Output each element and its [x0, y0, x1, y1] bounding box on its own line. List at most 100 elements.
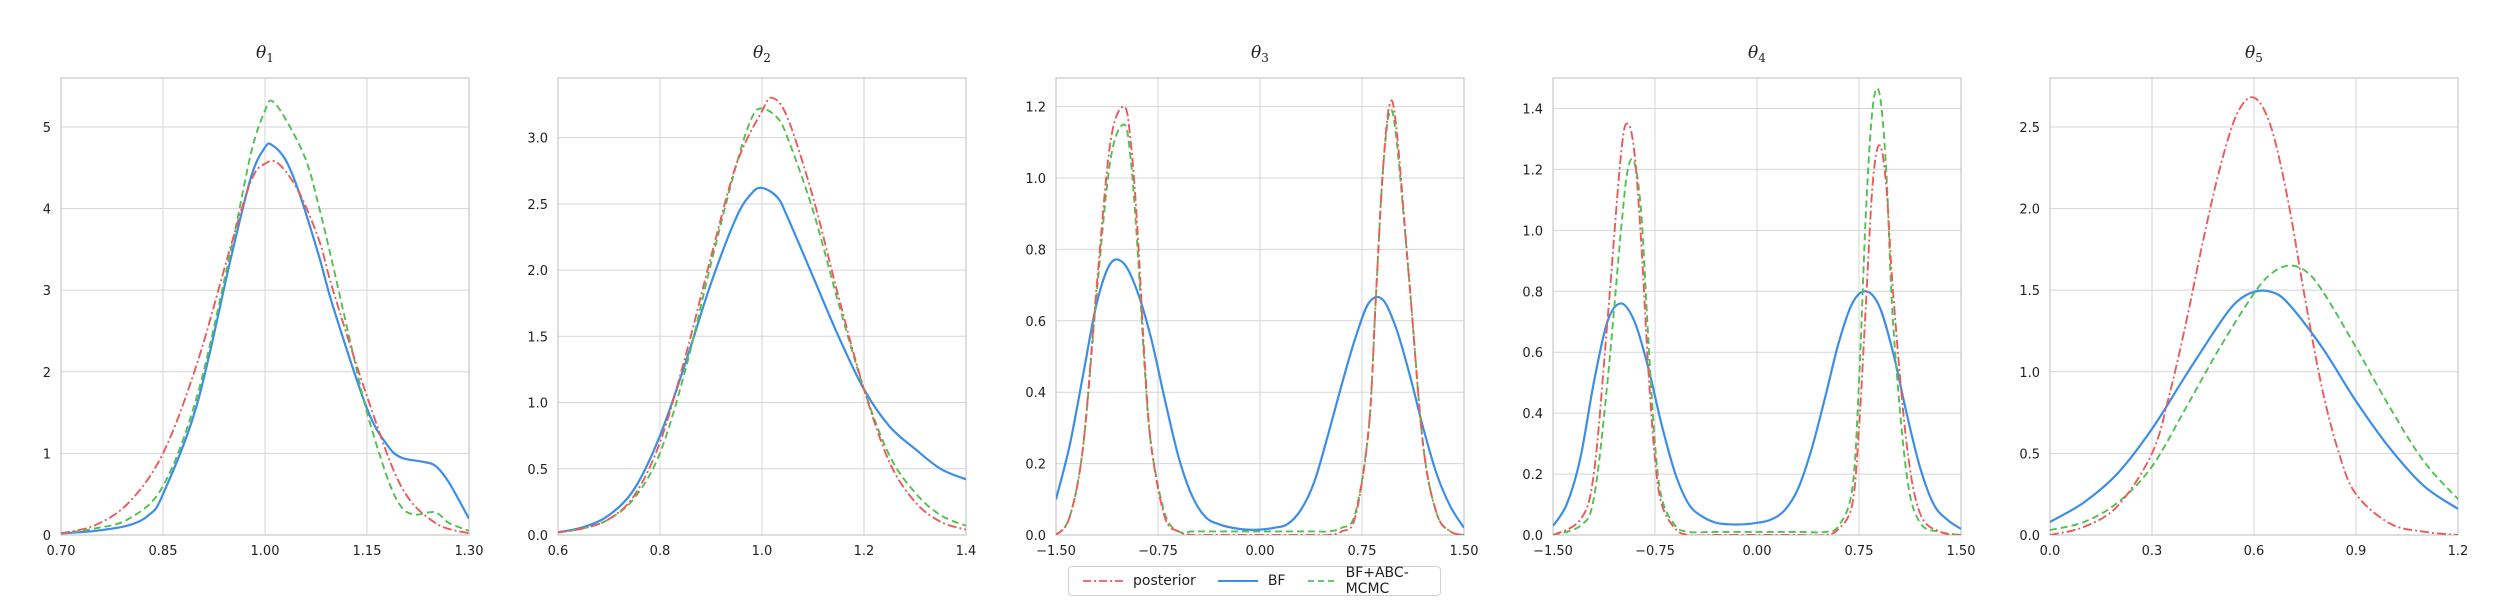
legend-label-bf-abc-mcmc: BF+ABC-MCMC [1345, 565, 1409, 597]
legend-item-bf: BF [1217, 573, 1286, 589]
x-tick-label: 1.15 [353, 544, 382, 559]
y-tick-label: 2 [43, 366, 51, 381]
x-tick-label: 1.30 [455, 544, 484, 559]
y-tick-label: 0.6 [1522, 346, 1543, 361]
panel-theta-3: θ3 −1.50 −0.75 0.00 0.75 1.50 0.0 0.2 0.4 0.6 0.8 1… [1025, 43, 1478, 559]
y-tick-label: 0.5 [527, 463, 548, 478]
series-line-bf [558, 186, 966, 534]
x-tick-label: 1.00 [251, 544, 280, 559]
series-line-bf-abc [2050, 264, 2458, 532]
panel-theta-4: θ4 −1.50 −0.75 0.00 0.75 1.50 0.0 0.2 0.4 0.6 0.8 1… [1522, 43, 1975, 559]
y-tick-label: 0 [43, 529, 51, 544]
y-tick-label: 0.4 [1025, 386, 1046, 401]
legend-label-bf: BF [1267, 573, 1286, 589]
x-tick-label: 0.6 [2244, 544, 2265, 559]
x-tick-label: 0.70 [47, 544, 76, 559]
y-tick-label: 1.2 [1522, 163, 1543, 178]
y-tick-label: 0.2 [1522, 468, 1543, 483]
panel-title: θ2 [753, 43, 771, 65]
x-tick-label: 0.9 [2346, 544, 2367, 559]
y-tick-label: 0.4 [1522, 407, 1543, 422]
y-tick-label: 0.0 [2019, 529, 2040, 544]
series-line-posterior [1553, 122, 1961, 535]
y-tick-label: 1.0 [2019, 366, 2040, 381]
y-tick-label: 2.0 [527, 264, 548, 279]
y-tick-label: 0.0 [1025, 529, 1046, 544]
y-tick-label: 1.5 [527, 330, 548, 345]
plot-frame [60, 77, 470, 536]
y-tick-label: 1.5 [2019, 284, 2040, 299]
y-tick-label: 1.2 [1025, 101, 1046, 116]
series-line-bf-abc [558, 107, 966, 534]
y-tick-label: 0.0 [527, 529, 548, 544]
series-line-bf [1553, 290, 1961, 530]
x-tick-label: 0.0 [2040, 544, 2061, 559]
series-line-posterior [61, 159, 469, 535]
legend-label-posterior: posterior [1133, 573, 1196, 589]
panel-title-subscript: 5 [2255, 51, 2263, 65]
x-tick-label: 0.85 [149, 544, 178, 559]
y-tick-label: 3 [43, 284, 51, 299]
x-tick-label: 1.2 [854, 544, 875, 559]
y-tick-label: 0.8 [1522, 285, 1543, 300]
legend-swatch-posterior [1083, 580, 1123, 582]
legend: posterior BF BF+ABC-MCMC [1068, 565, 1441, 597]
y-tick-label: 1.0 [1522, 224, 1543, 239]
x-tick-label: 1.50 [1450, 544, 1479, 559]
legend-swatch-bf-abc-mcmc [1307, 580, 1336, 582]
series-line-bf [61, 142, 469, 535]
legend-item-posterior: posterior [1083, 573, 1196, 589]
series-line-bf-abc [1553, 87, 1961, 535]
panel-title: θ1 [256, 43, 274, 65]
series-line-posterior [2050, 96, 2458, 535]
panel-title-subscript: 1 [266, 51, 274, 65]
series-line-bf-abc [1056, 108, 1464, 535]
panel-title: θ3 [1251, 43, 1269, 65]
plot-frame [2049, 77, 2459, 536]
x-tick-label: 1.4 [956, 544, 977, 559]
panel-title-subscript: 4 [1758, 51, 1766, 65]
panel-title: θ4 [1748, 43, 1766, 65]
y-tick-label: 2.5 [2019, 121, 2040, 136]
x-tick-label: 0.8 [650, 544, 671, 559]
panel-title: θ5 [2245, 43, 2263, 65]
legend-item-bf-abc-mcmc: BF+ABC-MCMC [1307, 565, 1421, 597]
x-tick-label: 1.0 [752, 544, 773, 559]
panel-theta-1: θ1 0.70 0.85 1.00 1.15 1.30 0 1 2 3 4 5 [43, 43, 484, 559]
y-tick-label: 1.0 [1025, 172, 1046, 187]
x-tick-label: −1.50 [1036, 544, 1076, 559]
series-line-bf [2050, 289, 2458, 523]
y-tick-label: 0.5 [2019, 447, 2040, 462]
y-tick-label: 0.6 [1025, 315, 1046, 330]
x-tick-label: −1.50 [1533, 544, 1573, 559]
x-tick-label: −0.75 [1138, 544, 1178, 559]
panel-theta-5: θ5 0.0 0.3 0.6 0.9 1.2 0.0 0.5 1.0 1.5 2.0 2.5 [2019, 43, 2468, 559]
y-tick-label: 1 [43, 447, 51, 462]
x-tick-label: 0.00 [1743, 544, 1772, 559]
x-tick-label: 0.75 [1348, 544, 1377, 559]
panel-theta-2: θ2 0.6 0.8 1.0 1.2 1.4 0.0 0.5 1.0 1.5 2.0 2.5 3.0 [527, 43, 976, 559]
y-tick-label: 1.4 [1522, 102, 1543, 117]
series-line-posterior [558, 96, 966, 534]
panel-title-subscript: 3 [1261, 51, 1269, 65]
legend-swatch-bf [1217, 580, 1258, 582]
x-tick-label: 1.2 [2448, 544, 2469, 559]
series-line-bf-abc [61, 99, 469, 535]
x-tick-label: −0.75 [1635, 544, 1675, 559]
y-tick-label: 5 [43, 121, 51, 136]
y-tick-label: 0.0 [1522, 529, 1543, 544]
x-tick-label: 1.50 [1947, 544, 1976, 559]
series-line-posterior [1056, 99, 1464, 535]
x-tick-label: 0.75 [1845, 544, 1874, 559]
x-tick-label: 0.00 [1246, 544, 1275, 559]
y-tick-label: 2.0 [2019, 203, 2040, 218]
y-tick-label: 2.5 [527, 198, 548, 213]
series-line-bf [1056, 258, 1464, 531]
x-tick-label: 0.3 [2142, 544, 2163, 559]
y-tick-label: 4 [43, 203, 51, 218]
y-tick-label: 3.0 [527, 132, 548, 147]
y-tick-label: 0.8 [1025, 243, 1046, 258]
plot-frame [557, 77, 967, 536]
y-tick-label: 0.2 [1025, 458, 1046, 473]
